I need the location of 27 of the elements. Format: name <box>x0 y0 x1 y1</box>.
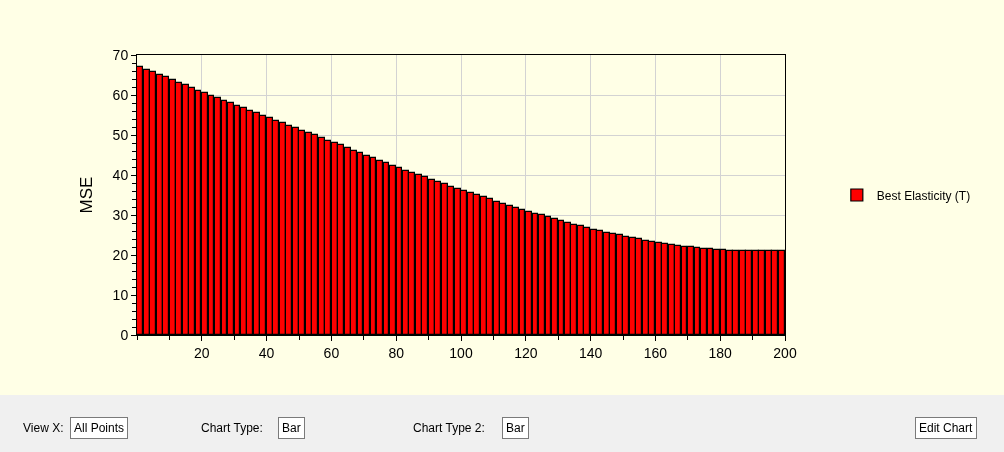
y-tick-label: 40 <box>112 166 129 183</box>
x-tick-label: 20 <box>194 344 210 361</box>
y-tick-label: 50 <box>112 126 129 143</box>
x-tick-label: 40 <box>258 344 275 361</box>
y-tick-label: 0 <box>120 326 129 343</box>
x-tick-label: 200 <box>773 344 797 361</box>
y-tick-label: 70 <box>112 46 129 63</box>
x-tick-label: 140 <box>578 344 603 361</box>
legend-label: Best Elasticity (T) <box>876 188 971 203</box>
text: Chart Type: <box>201 421 263 435</box>
y-tick-label: 10 <box>112 286 129 303</box>
x-tick-label: 80 <box>388 344 405 361</box>
x-tick-label: 160 <box>643 344 668 361</box>
x-tick-label: 120 <box>514 344 538 361</box>
text: Bar <box>506 421 525 435</box>
text: Bar <box>282 421 301 435</box>
x-tick-label: 60 <box>323 344 340 361</box>
text: All Points <box>74 421 125 435</box>
y-tick-label: 30 <box>112 206 129 223</box>
text: View X: <box>23 421 64 435</box>
y-axis-title: MSE <box>77 176 97 214</box>
x-tick-label: 100 <box>449 344 473 361</box>
text: Edit Chart <box>919 421 974 435</box>
x-tick-label: 180 <box>708 344 733 361</box>
y-tick-label: 60 <box>112 86 129 103</box>
text: Chart Type 2: <box>413 421 485 435</box>
y-tick-label: 20 <box>112 246 129 263</box>
